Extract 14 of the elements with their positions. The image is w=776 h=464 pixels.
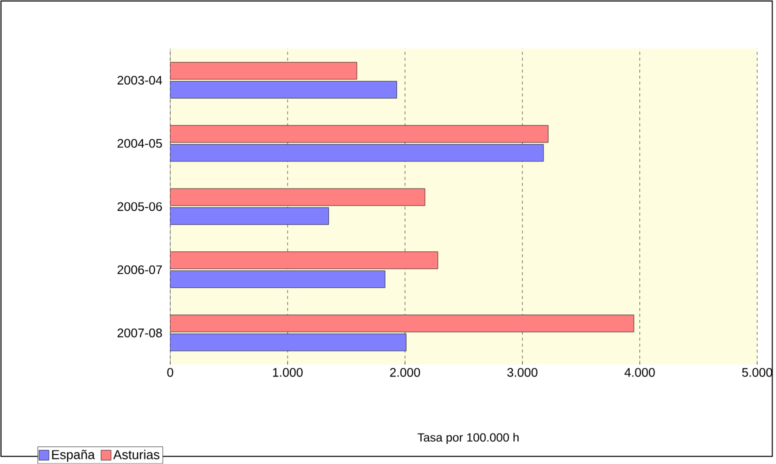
x-tick-label: 2.000 xyxy=(390,368,420,377)
x-tick-label: 1.000 xyxy=(273,368,303,377)
y-tick-label: 2004-05 xyxy=(118,139,162,148)
x-tick-label: 4.000 xyxy=(624,368,655,377)
x-tick-label: 5.000 xyxy=(742,368,772,377)
text: Tasa por 100.000 h xyxy=(418,433,519,444)
legend-label: España xyxy=(52,450,95,462)
y-tick-label: 2006-07 xyxy=(118,265,162,274)
x-tick-label: 3.000 xyxy=(507,368,538,377)
y-tick-label: 2003-04 xyxy=(118,76,162,85)
x-tick-label: 0 xyxy=(167,368,174,377)
y-tick-label: 2005-06 xyxy=(118,202,162,212)
legend-label: Asturias xyxy=(113,450,160,460)
y-tick-label: 2007-08 xyxy=(118,328,162,338)
